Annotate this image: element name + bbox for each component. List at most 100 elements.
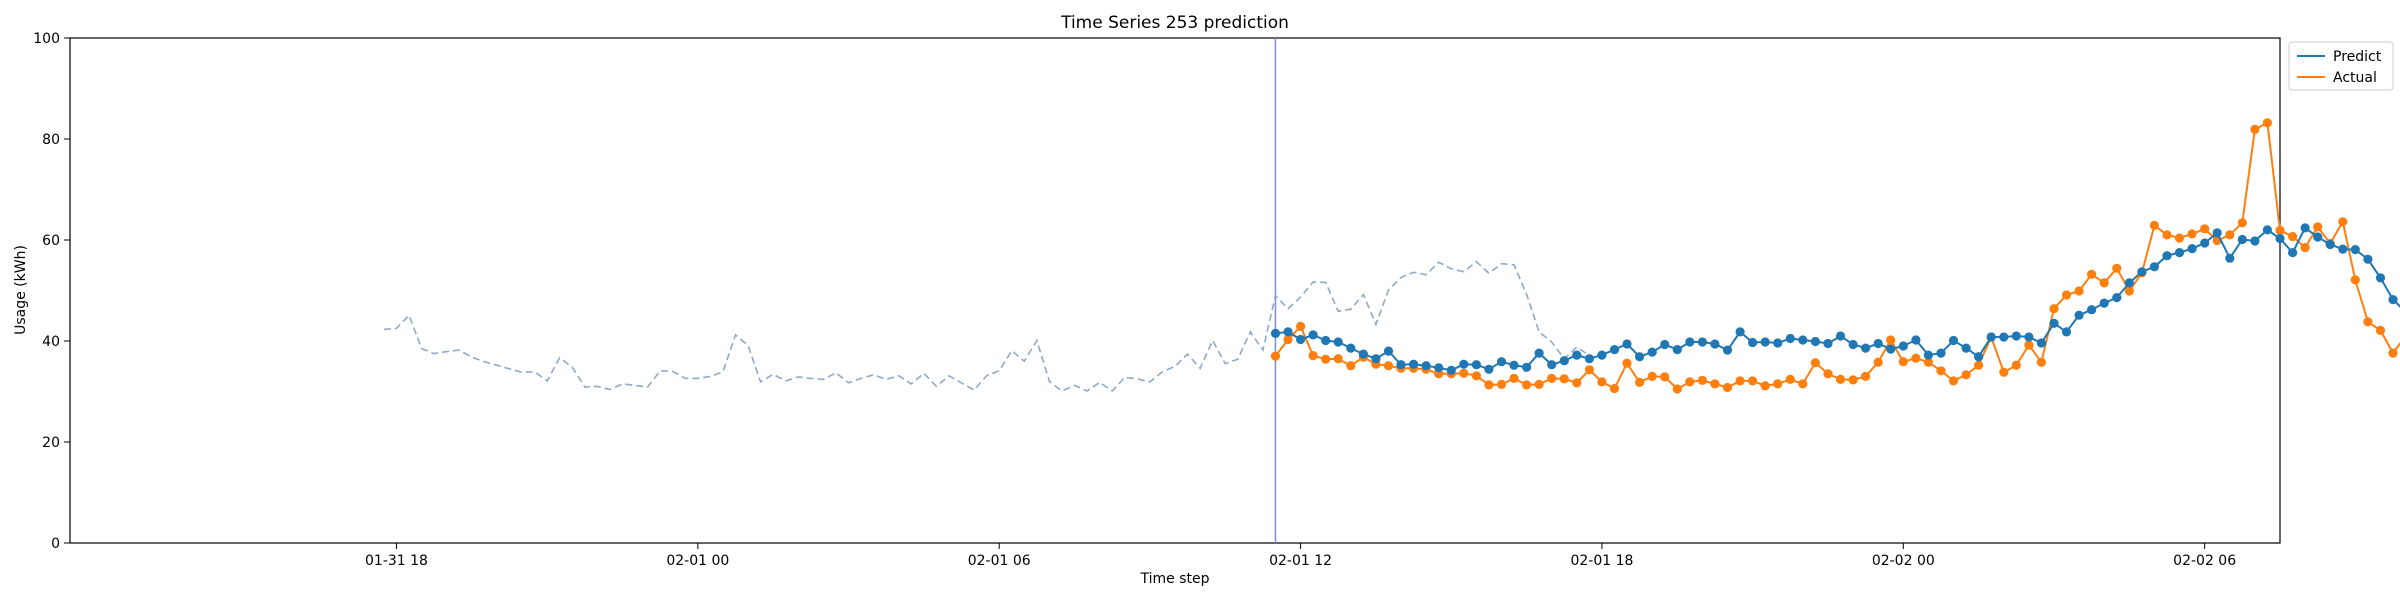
actual-point xyxy=(1810,358,1820,368)
actual-point xyxy=(1835,374,1846,384)
predict-point xyxy=(1835,331,1846,341)
actual-point xyxy=(2174,233,2185,243)
actual-point xyxy=(2124,286,2134,296)
predict-point xyxy=(1584,354,1594,364)
actual-point xyxy=(1496,379,1507,389)
actual-point xyxy=(1936,366,1946,376)
actual-point xyxy=(1484,380,1494,390)
actual-point xyxy=(1283,334,1293,345)
actual-point xyxy=(2388,348,2398,358)
actual-point xyxy=(1522,380,1532,390)
actual-point xyxy=(1748,376,1758,386)
predict-point xyxy=(2375,273,2386,283)
x-tick-label: 01-31 18 xyxy=(365,553,428,569)
actual-point xyxy=(1861,371,1871,381)
actual-point xyxy=(2300,243,2310,253)
actual-point xyxy=(1609,383,1620,394)
predict-point xyxy=(1283,327,1293,337)
actual-point xyxy=(1923,357,1933,367)
predict-point xyxy=(1672,345,1682,355)
actual-point xyxy=(1346,361,1356,371)
history-line xyxy=(383,260,1590,393)
actual-point xyxy=(1584,365,1594,375)
predict-point xyxy=(2237,234,2247,245)
actual-point xyxy=(2262,118,2272,128)
predict-point xyxy=(1936,348,1946,358)
predict-point xyxy=(1697,337,1707,347)
actual-point xyxy=(1509,373,1519,383)
x-tick-label: 02-01 18 xyxy=(1570,553,1633,569)
actual-point xyxy=(2200,224,2210,234)
predict-point xyxy=(2187,244,2197,254)
predict-point xyxy=(1685,337,1695,347)
actual-point xyxy=(2313,222,2323,232)
legend: Predict Actual xyxy=(2288,41,2394,91)
predict-point xyxy=(1321,335,1331,346)
predict-point xyxy=(1810,336,1820,347)
predict-point xyxy=(1446,365,1456,375)
predict-point xyxy=(2049,318,2059,328)
predict-point xyxy=(1923,350,1933,360)
actual-point xyxy=(1572,378,1582,388)
predict-point xyxy=(2200,238,2210,248)
predict-point xyxy=(2024,332,2034,342)
y-tick-label: 80 xyxy=(42,132,60,148)
actual-point xyxy=(1459,368,1469,378)
predict-point xyxy=(1999,332,2009,342)
history-series xyxy=(383,260,1590,393)
predict-point xyxy=(1660,339,1670,350)
actual-point xyxy=(1333,354,1343,364)
predict-point xyxy=(2011,331,2021,341)
x-tick-label: 02-01 12 xyxy=(1269,553,1332,569)
predict-point xyxy=(1459,359,1469,369)
predict-point xyxy=(1873,338,1883,349)
actual-point xyxy=(1685,377,1695,387)
predict-point xyxy=(2099,298,2109,308)
predict-point xyxy=(2112,293,2122,303)
predict-point xyxy=(2350,245,2360,255)
actual-point xyxy=(2112,263,2122,273)
forecast-series xyxy=(1270,118,2400,394)
predict-point xyxy=(2036,338,2046,348)
actual-point xyxy=(1383,361,1394,371)
y-axis-label: Usage (kWh) xyxy=(13,245,29,335)
predict-point xyxy=(1911,335,1921,345)
actual-point xyxy=(2011,360,2021,370)
x-tick-label: 02-02 00 xyxy=(1872,553,1935,569)
actual-point xyxy=(1534,379,1544,389)
predict-point xyxy=(1534,348,1544,358)
predict-point xyxy=(1471,360,1481,370)
actual-point xyxy=(2225,230,2235,240)
predict-point xyxy=(2124,278,2134,288)
predict-point xyxy=(1547,360,1557,370)
predict-point xyxy=(1798,335,1808,345)
chart-title: Time Series 253 prediction xyxy=(1060,13,1289,33)
predict-point xyxy=(1635,352,1645,362)
actual-point xyxy=(2049,304,2059,314)
actual-point xyxy=(1635,377,1645,387)
actual-point xyxy=(1270,351,1281,361)
predict-point xyxy=(1898,341,1908,351)
predict-point xyxy=(1421,361,1431,371)
predict-point xyxy=(1785,333,1795,344)
predict-point xyxy=(1396,360,1406,370)
plot-frame xyxy=(69,37,2281,544)
y-tick-label: 40 xyxy=(42,334,60,350)
actual-point xyxy=(2087,269,2097,279)
actual-point xyxy=(2099,278,2109,288)
actual-point xyxy=(1622,358,1632,368)
predict-point xyxy=(1296,334,1306,345)
actual-point xyxy=(2074,286,2084,296)
predict-point xyxy=(1509,360,1519,370)
actual-point xyxy=(2288,231,2298,242)
predict-point xyxy=(2074,310,2084,320)
actual-point xyxy=(1823,369,1833,379)
actual-point xyxy=(1321,354,1331,364)
predict-point xyxy=(2338,244,2348,254)
actual-point xyxy=(2061,290,2072,300)
predict-point xyxy=(1622,339,1632,349)
predict-point xyxy=(1861,343,1871,353)
predict-point xyxy=(2061,327,2072,337)
actual-point xyxy=(2187,229,2197,239)
